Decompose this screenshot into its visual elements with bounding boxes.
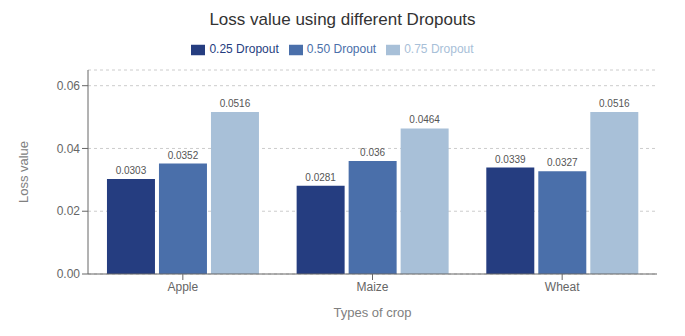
svg-text:Maize: Maize bbox=[356, 280, 388, 294]
svg-text:0.0327: 0.0327 bbox=[547, 157, 578, 168]
svg-text:0.06: 0.06 bbox=[57, 79, 81, 93]
svg-text:0.0516: 0.0516 bbox=[599, 98, 630, 109]
svg-text:0.02: 0.02 bbox=[57, 204, 81, 218]
svg-text:Wheat: Wheat bbox=[545, 280, 580, 294]
svg-text:0.0464: 0.0464 bbox=[409, 114, 440, 125]
svg-text:0.0303: 0.0303 bbox=[116, 165, 147, 176]
svg-text:Apple: Apple bbox=[167, 280, 198, 294]
svg-text:0.04: 0.04 bbox=[57, 142, 81, 156]
html-text:0.50 Dropout: 0.50 Dropout bbox=[306, 42, 377, 56]
svg-text:0.00: 0.00 bbox=[57, 267, 81, 281]
svg-text:0.0281: 0.0281 bbox=[305, 172, 336, 183]
svg-text:0.036: 0.036 bbox=[360, 147, 385, 158]
svg-text:0.0352: 0.0352 bbox=[168, 150, 199, 161]
svg-text:0.0516: 0.0516 bbox=[220, 98, 251, 109]
svg-text:0.0339: 0.0339 bbox=[495, 154, 526, 165]
svg-text:Loss value: Loss value bbox=[16, 141, 31, 203]
html-text:Loss value using different Dro: Loss value using different Dropouts bbox=[209, 10, 476, 29]
html-text:0.25 Dropout: 0.25 Dropout bbox=[209, 42, 279, 56]
svg-text:Types of crop: Types of crop bbox=[333, 305, 411, 320]
html-text:0.75 Dropout: 0.75 Dropout bbox=[404, 42, 474, 56]
